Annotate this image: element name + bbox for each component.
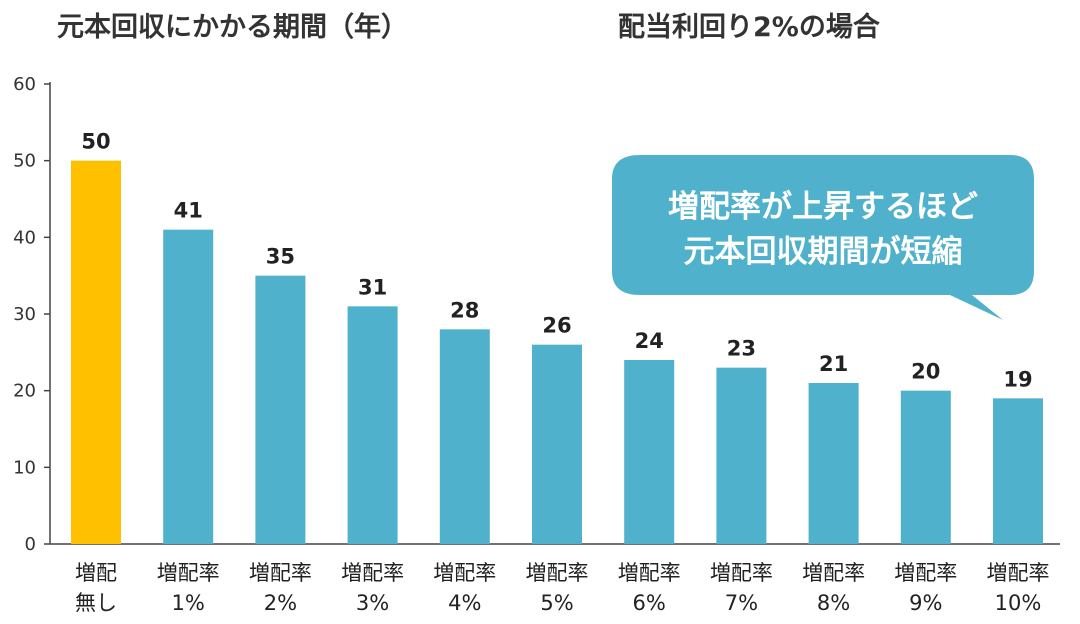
category-label: 増配率 xyxy=(157,561,220,585)
category-label: 無し xyxy=(75,591,117,615)
value-labels: 50 41 35 31 28 26 24 23 21 20 19 xyxy=(81,130,1032,392)
category-label: 増配率 xyxy=(710,561,773,585)
bar xyxy=(347,306,398,544)
bar xyxy=(900,390,951,544)
category-label: 増配率 xyxy=(894,561,957,585)
category-label: 増配率 xyxy=(526,561,589,585)
bar xyxy=(624,360,675,544)
bar xyxy=(163,229,214,544)
bar xyxy=(716,367,767,544)
y-tick-label: 50 xyxy=(13,151,36,172)
bar xyxy=(808,383,859,544)
category-label: 増配率 xyxy=(249,561,312,585)
category-label: 10% xyxy=(995,591,1042,615)
callout-shape xyxy=(612,155,1034,320)
value-label: 50 xyxy=(81,130,110,154)
y-tick-label: 40 xyxy=(13,227,36,248)
chart-title: 元本回収にかかる期間（年） xyxy=(57,11,408,43)
chart-subtitle: 配当利回り2%の場合 xyxy=(618,11,880,43)
callout-line-2: 元本回収期間が短縮 xyxy=(684,234,963,270)
category-label: 増配率 xyxy=(433,561,496,585)
category-label: 5% xyxy=(540,591,573,615)
callout-bubble: 増配率が上昇するほど 元本回収期間が短縮 xyxy=(612,155,1034,320)
bar xyxy=(993,398,1043,544)
value-label: 26 xyxy=(542,314,571,338)
category-label: 増配 xyxy=(75,561,117,585)
value-label: 23 xyxy=(727,337,756,361)
bar xyxy=(439,329,490,544)
y-axis-ticks: 0 10 20 30 40 50 60 xyxy=(13,74,50,555)
value-label: 41 xyxy=(174,199,203,223)
category-label: 9% xyxy=(909,591,942,615)
value-label: 24 xyxy=(635,329,664,353)
y-tick-label: 60 xyxy=(13,74,36,95)
category-label: 増配率 xyxy=(987,561,1050,585)
category-label: 7% xyxy=(725,591,758,615)
value-label: 35 xyxy=(266,245,295,269)
category-label: 増配率 xyxy=(802,561,865,585)
category-label: 4% xyxy=(448,591,481,615)
category-label: 増配率 xyxy=(341,561,404,585)
bars xyxy=(71,160,1043,544)
bar xyxy=(71,160,121,544)
category-label: 8% xyxy=(817,591,850,615)
category-label: 増配率 xyxy=(618,561,681,585)
value-label: 31 xyxy=(358,275,387,299)
value-label: 28 xyxy=(450,298,479,322)
bar xyxy=(532,344,582,544)
category-label: 6% xyxy=(633,591,666,615)
y-tick-label: 30 xyxy=(13,304,36,325)
category-label: 2% xyxy=(264,591,297,615)
category-label: 1% xyxy=(172,591,205,615)
y-tick-label: 20 xyxy=(13,381,36,402)
category-label: 3% xyxy=(356,591,389,615)
value-label: 20 xyxy=(911,360,940,384)
callout-line-1: 増配率が上昇するほど xyxy=(668,189,978,225)
value-label: 21 xyxy=(819,352,848,376)
y-tick-label: 0 xyxy=(25,534,36,555)
value-label: 19 xyxy=(1003,367,1032,391)
y-tick-label: 10 xyxy=(13,457,36,478)
bar xyxy=(255,275,306,544)
